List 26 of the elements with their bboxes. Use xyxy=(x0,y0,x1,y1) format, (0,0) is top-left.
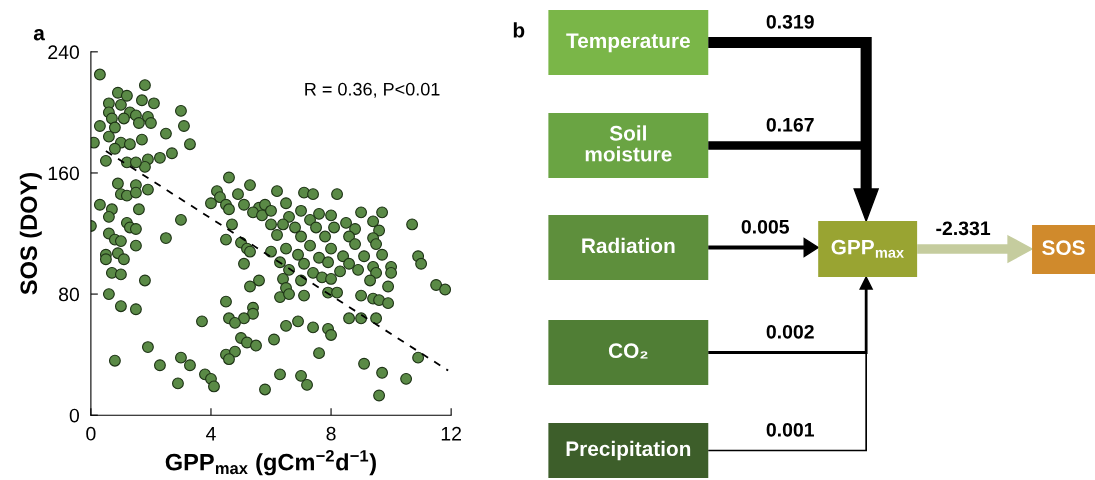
text: Radiation xyxy=(582,237,675,254)
text: b xyxy=(513,22,525,38)
x-tick-label: 8 xyxy=(326,426,336,441)
text: Soil moisture xyxy=(585,125,672,162)
text: CO₂ xyxy=(608,343,648,359)
text: 0.001 xyxy=(766,422,814,437)
x-tick-label: 12 xyxy=(441,426,461,441)
y-tick-label: 240 xyxy=(48,45,80,60)
text: GPP$_{max}$ xyxy=(831,239,904,258)
text: 0.167 xyxy=(766,117,814,132)
text: SOS xyxy=(1042,240,1085,256)
text: -2.331 xyxy=(936,221,991,236)
y-tick-label: 80 xyxy=(58,287,80,302)
x-tick-label: 0 xyxy=(86,426,96,441)
text: 0.002 xyxy=(766,324,814,339)
text: 0.005 xyxy=(741,219,790,234)
y-axis-title: SOS (DOY) xyxy=(19,173,42,295)
annotation: R = 0.36, P<0.01 xyxy=(305,82,440,98)
y-tick-label: 160 xyxy=(48,166,80,181)
text: Precipitation xyxy=(566,440,691,461)
text: Temperature xyxy=(566,33,690,53)
x-tick-label: 4 xyxy=(206,427,216,441)
text: 0.319 xyxy=(766,14,814,29)
x-axis-title: GPP$_{max}$ (gCm$^{−2}$d$^{−1}$) xyxy=(165,449,376,476)
y-tick-label: 0 xyxy=(69,408,80,423)
chart-title: a xyxy=(33,29,45,41)
